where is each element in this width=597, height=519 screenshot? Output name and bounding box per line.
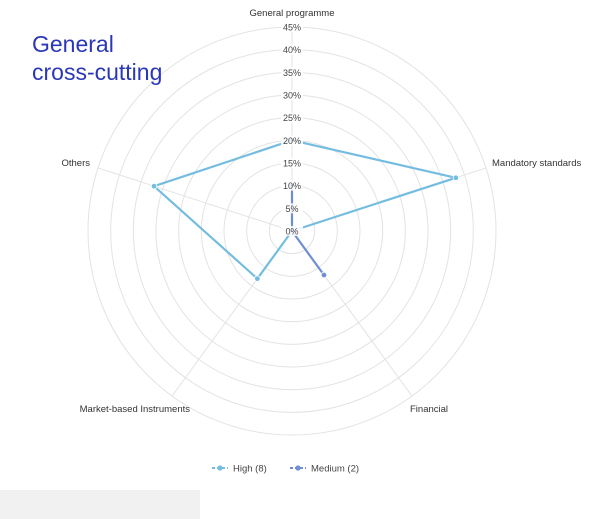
data-point — [150, 182, 158, 190]
tick-bg — [281, 44, 303, 55]
legend-label: Medium (2) — [311, 464, 359, 475]
series-layer — [150, 137, 460, 282]
tick-bg — [281, 180, 303, 191]
tick-labels: 0% 5% 10% 15% 20% 25% 30% 35% 40% 45% — [281, 22, 303, 237]
tick-label: 10% — [283, 181, 301, 191]
tick-bg — [281, 22, 303, 32]
tick-label: 40% — [283, 45, 301, 55]
spoke-line — [97, 167, 293, 232]
legend: High (8) Medium (2) — [212, 464, 359, 475]
tick-label: 25% — [283, 113, 301, 123]
series-line — [152, 139, 457, 280]
tick-bg — [281, 112, 303, 123]
tick-label: 45% — [283, 23, 301, 33]
legend-swatch-dot — [295, 465, 301, 471]
tick-label: 20% — [283, 136, 301, 146]
tick-bg — [281, 90, 303, 100]
axis-label: Others — [61, 158, 90, 169]
tick-bg — [281, 67, 303, 78]
data-point — [320, 271, 328, 279]
tick-label: 35% — [283, 68, 301, 78]
axis-labels: General programme Mandatory standards Fina… — [61, 8, 581, 415]
legend-label: High (8) — [233, 464, 267, 475]
series-0 — [150, 137, 460, 282]
tick-bg — [281, 203, 303, 214]
tick-label: 30% — [283, 91, 301, 101]
legend-swatch-dot — [217, 465, 223, 471]
bottom-strip — [0, 490, 200, 519]
axis-label: General programme — [249, 8, 334, 19]
tick-label: 0% — [285, 227, 298, 237]
axis-label: Mandatory standards — [492, 158, 581, 169]
axis-label: Market-based Instruments — [80, 404, 191, 415]
data-point — [254, 275, 261, 282]
data-point — [452, 174, 460, 181]
tick-bg — [281, 135, 303, 146]
tick-label: 15% — [283, 159, 301, 169]
tick-bg — [281, 158, 303, 168]
tick-label: 5% — [285, 204, 298, 214]
tick-bg — [281, 226, 303, 236]
overlay-title: General cross-cutting — [32, 31, 163, 85]
axis-label: Financial — [410, 404, 448, 415]
